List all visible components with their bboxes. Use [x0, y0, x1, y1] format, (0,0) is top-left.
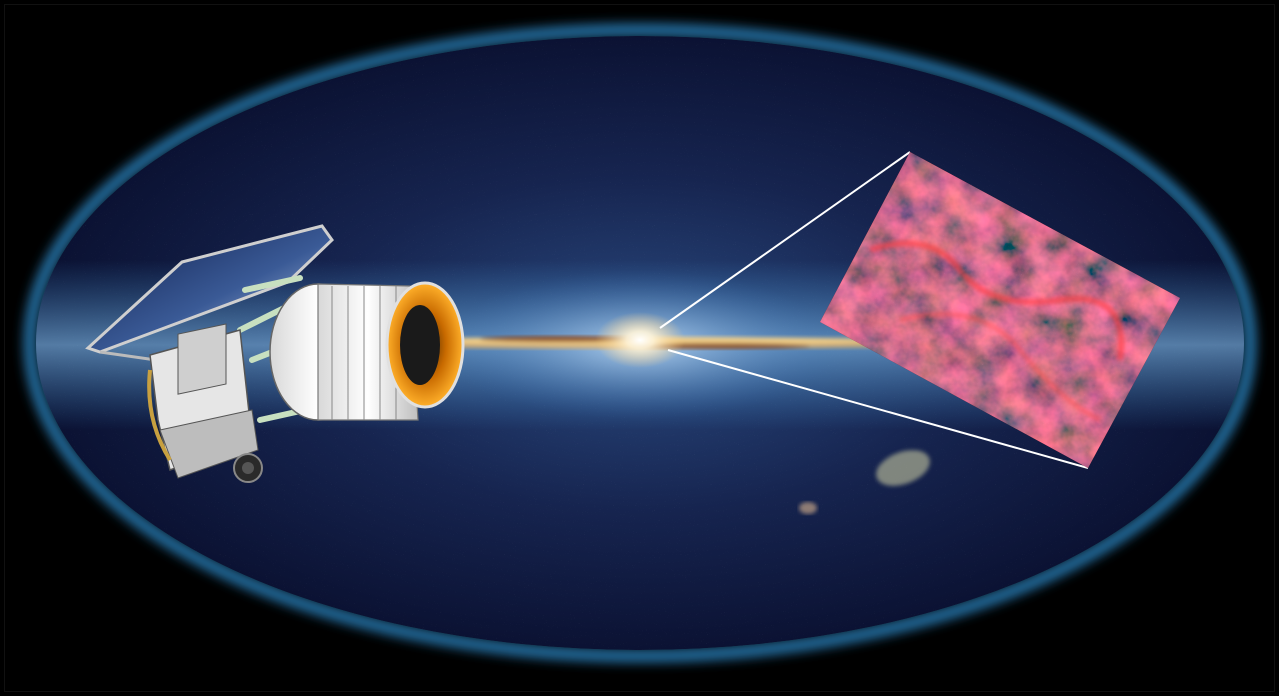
small-magellanic-cloud [799, 502, 817, 514]
zoom-lines [659, 151, 1089, 469]
large-magellanic-cloud [876, 450, 930, 486]
telescope-icon [85, 224, 465, 483]
sky-rim-glow [25, 25, 1255, 661]
